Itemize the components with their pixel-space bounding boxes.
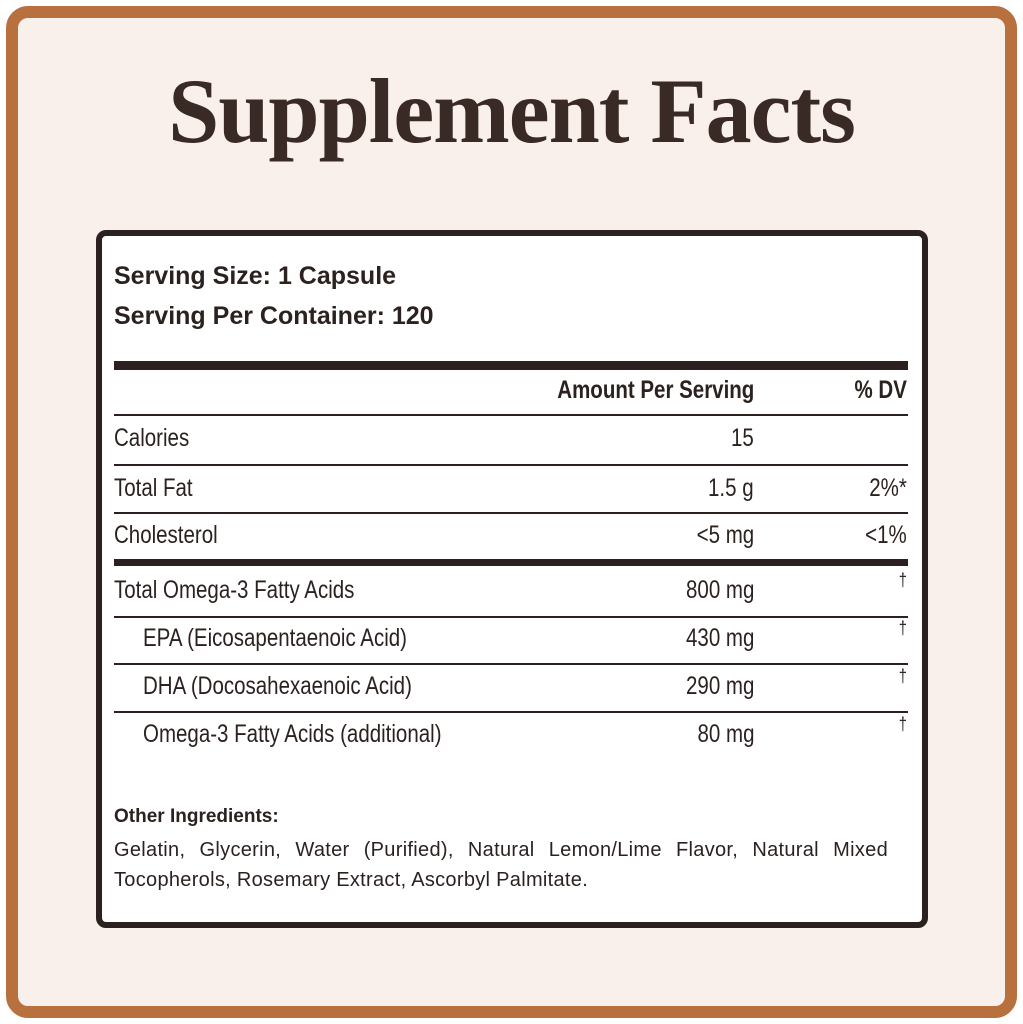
ingredients-text: Gelatin, Glycerin, Water (Purified), Nat… [114, 839, 888, 891]
nutrient-name: EPA (Eicosapentaenoic Acid) [143, 624, 408, 652]
daily-value: † [898, 618, 907, 638]
daily-value: † [898, 666, 907, 686]
row-divider [114, 414, 908, 416]
nutrient-name: Cholesterol [114, 521, 218, 549]
row-divider [114, 464, 908, 466]
column-header: Amount Per Serving [556, 376, 754, 404]
facts-panel [96, 230, 928, 928]
nutrient-name: Omega-3 Fatty Acids (additional) [143, 720, 442, 748]
nutrient-name: Total Omega-3 Fatty Acids [114, 576, 355, 604]
daily-value: † [898, 714, 907, 734]
amount: 80 mg [697, 720, 754, 748]
daily-value: † [898, 570, 907, 590]
amount: <5 mg [696, 521, 754, 549]
servings-per-container: Serving Per Container: 120 [114, 302, 434, 330]
column-header: % DV [854, 376, 907, 404]
ingredients-heading: Other Ingredients: [114, 806, 279, 827]
title: Supplement Facts [168, 60, 856, 162]
divider [114, 361, 908, 370]
amount: 290 mg [685, 672, 754, 700]
amount: 15 [731, 424, 754, 452]
daily-value: 2%* [869, 474, 907, 502]
daily-value: <1% [865, 521, 907, 549]
serving-size: Serving Size: 1 Capsule [114, 262, 397, 290]
nutrient-name: Total Fat [114, 474, 193, 502]
row-divider [114, 663, 908, 665]
nutrient-name: DHA (Docosahexaenoic Acid) [143, 672, 412, 700]
row-divider [114, 559, 908, 566]
row-divider [114, 616, 908, 618]
row-divider [114, 711, 908, 713]
amount: 1.5 g [708, 474, 754, 502]
row-divider [114, 512, 908, 514]
nutrient-name: Calories [114, 424, 190, 452]
amount: 430 mg [685, 624, 754, 652]
amount: 800 mg [685, 576, 754, 604]
